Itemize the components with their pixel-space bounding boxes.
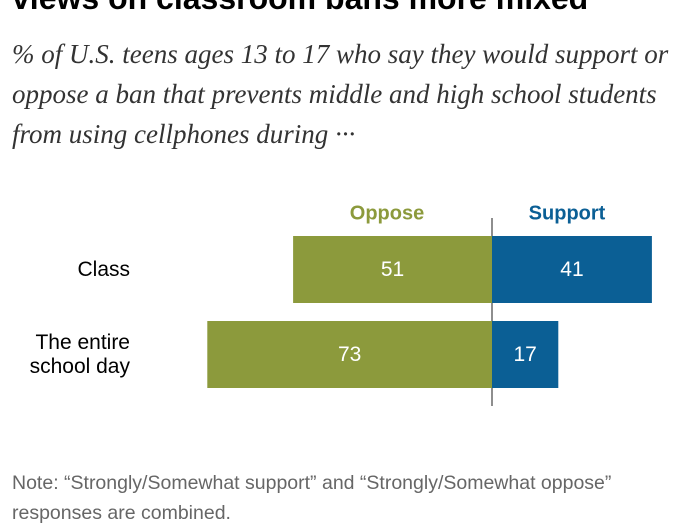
value-label: 17 <box>513 343 536 366</box>
bar <box>492 321 559 388</box>
value-label: 41 <box>560 258 583 281</box>
value-label: 73 <box>338 343 361 366</box>
bar <box>293 236 492 303</box>
value-label: 51 <box>381 258 404 281</box>
chart-subtitle: % of U.S. teens ages 13 to 17 who say th… <box>12 39 669 149</box>
legend-label: Support <box>529 202 606 224</box>
bar <box>207 321 493 388</box>
chart-title: views on classroom bans more mixed <box>12 0 588 17</box>
legend-label: Oppose <box>350 202 424 224</box>
note: Note: “Strongly/Somewhat support” and “S… <box>12 472 612 524</box>
bar <box>492 236 652 303</box>
category-label: The entire school day <box>29 330 130 378</box>
category-label: Class <box>77 257 130 281</box>
